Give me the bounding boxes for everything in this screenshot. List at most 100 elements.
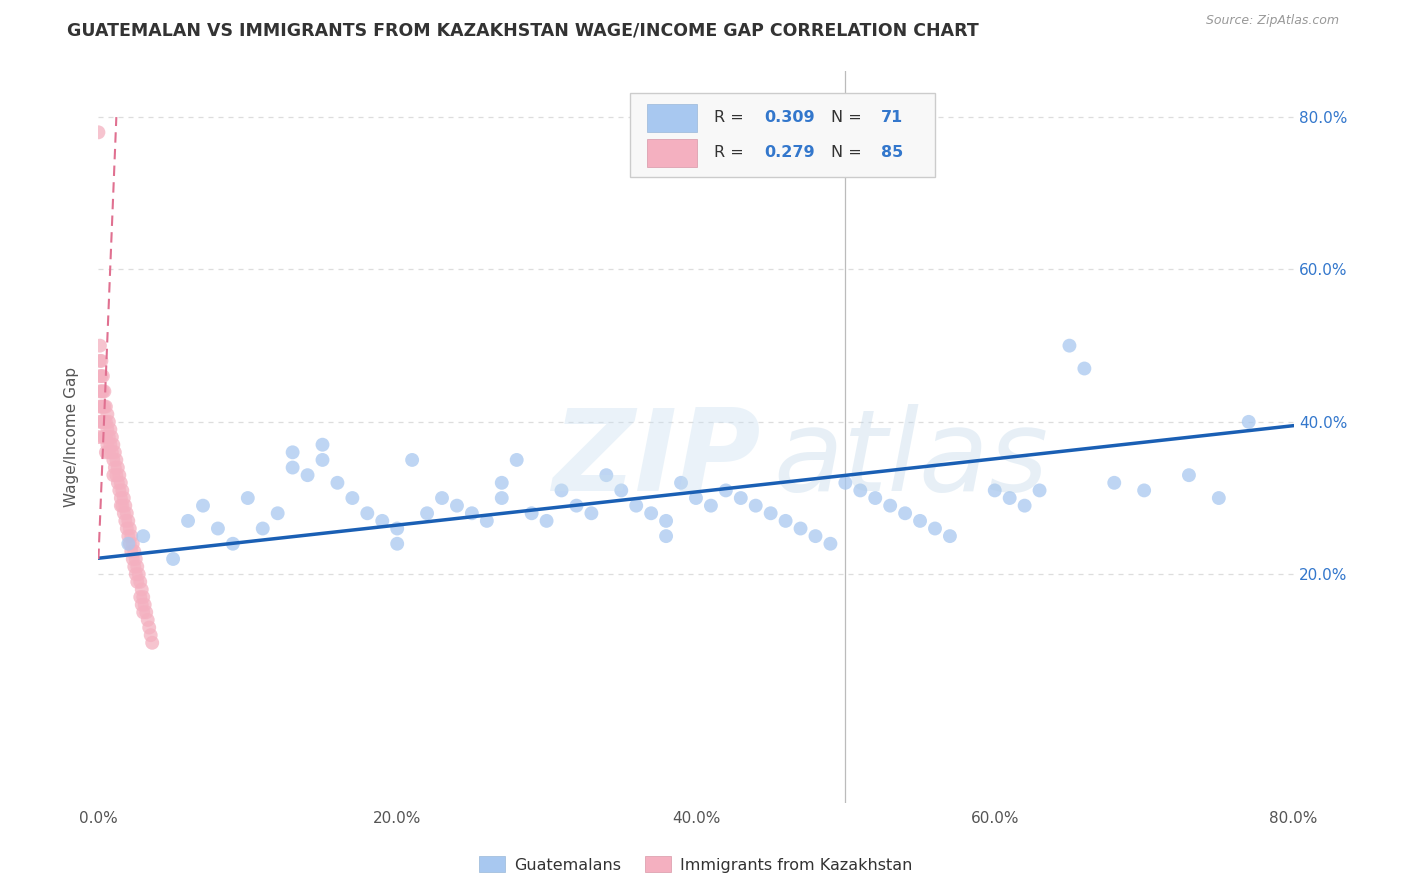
Point [91,384,114,399]
Point [101,430,124,444]
Point [90,354,112,368]
Point [112,491,135,505]
Point [114,499,136,513]
Point [789,521,811,535]
Text: GUATEMALAN VS IMMIGRANTS FROM KAZAKHSTAN WAGE/INCOME GAP CORRELATION CHART: GUATEMALAN VS IMMIGRANTS FROM KAZAKHSTAN… [67,21,979,39]
Point [93,415,115,429]
Point [93,430,115,444]
Point [207,521,229,535]
Point [139,628,162,642]
Point [1059,338,1081,352]
Point [655,514,678,528]
Point [103,453,125,467]
Point [104,460,127,475]
Point [1237,415,1260,429]
Point [879,499,901,513]
Point [89,338,111,352]
Point [129,590,152,604]
Point [581,506,603,520]
Point [87,430,110,444]
Point [110,491,132,505]
Point [110,475,132,490]
Text: R =: R = [714,110,744,125]
Text: 85: 85 [882,145,904,160]
Point [894,506,917,520]
Point [94,400,117,414]
Point [97,430,120,444]
Point [127,559,149,574]
Point [98,422,122,436]
Point [1014,499,1036,513]
Point [89,415,111,429]
Point [132,529,155,543]
Point [128,567,150,582]
Point [162,552,184,566]
Bar [647,139,697,167]
Point [430,491,453,505]
Text: 71: 71 [882,110,904,125]
Point [94,430,117,444]
Point [1208,491,1230,505]
Point [103,468,125,483]
Point [93,400,115,414]
Point [849,483,872,498]
Point [90,400,112,414]
Point [385,537,409,551]
Point [908,514,931,528]
Point [94,415,117,429]
Text: atlas: atlas [773,403,1049,515]
Text: ZIP: ZIP [553,403,761,515]
Point [236,491,259,505]
Point [141,636,163,650]
Point [96,438,118,452]
Point [1028,483,1050,498]
Point [550,483,572,498]
Point [107,460,129,475]
Point [118,521,141,535]
Legend: Guatemalans, Immigrants from Kazakhstan: Guatemalans, Immigrants from Kazakhstan [472,850,920,879]
Point [191,499,214,513]
Point [1073,361,1095,376]
Point [865,491,887,505]
Point [103,438,125,452]
Point [714,483,737,498]
FancyBboxPatch shape [630,94,935,178]
Point [177,514,200,528]
Point [121,552,143,566]
Point [107,475,129,490]
Point [610,483,633,498]
Point [446,499,468,513]
Point [91,400,114,414]
Bar [647,104,697,132]
Point [416,506,439,520]
Point [730,491,752,505]
Point [118,537,141,551]
Point [97,415,120,429]
Point [924,521,946,535]
Point [138,621,160,635]
Point [125,552,148,566]
Point [91,415,114,429]
Point [115,521,138,535]
Point [117,529,139,543]
Point [134,598,156,612]
Point [98,438,122,452]
Point [89,400,111,414]
Point [117,537,139,551]
Point [135,605,157,619]
Point [356,506,378,520]
Point [90,415,112,429]
Point [595,468,617,483]
Point [96,407,118,421]
Point [655,529,678,543]
Point [281,460,304,475]
Point [127,574,149,589]
Point [124,544,146,558]
Point [112,506,135,520]
Point [1104,475,1126,490]
Point [520,506,543,520]
Point [685,491,707,505]
Point [131,582,153,597]
Point [105,453,128,467]
Point [108,468,131,483]
